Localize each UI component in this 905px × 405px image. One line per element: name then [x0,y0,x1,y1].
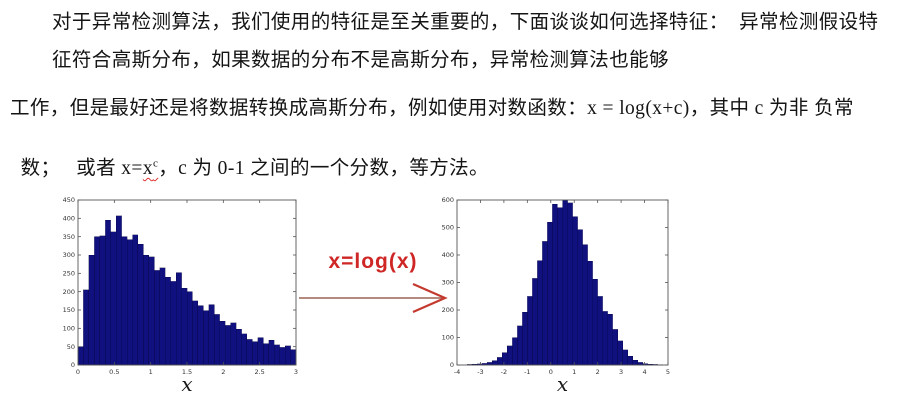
gaussian-histogram-figure: -4 -3 -2 -1 0 1 2 3 4 5 0 100 200 300 400 500 600 x [436,188,706,395]
svg-text:1.5: 1.5 [182,368,192,376]
svg-text:250: 250 [63,270,75,278]
svg-text:150: 150 [63,306,75,314]
paragraph-line-1: 对于异常检测算法，我们使用的特征是至关重要的，下面谈谈如何选择特征： 异常检测假… [52,12,879,33]
arrow-graphic [299,282,448,314]
line4-superscript: c [152,157,159,170]
misspelled-formula: xc [143,158,158,179]
svg-text:300: 300 [63,251,75,259]
svg-text:400: 400 [442,251,454,259]
svg-text:x: x [181,372,192,395]
svg-text:-3: -3 [477,368,483,376]
svg-text:-2: -2 [501,368,507,376]
svg-text:0: 0 [76,368,80,376]
svg-text:3: 3 [619,368,623,376]
line4-prefix: 数； 或者 x= [20,158,143,179]
svg-text:350: 350 [63,233,75,241]
svg-text:-4: -4 [454,368,460,376]
skewed-histogram-figure: 0 0.5 1 1.5 2 2.5 3 0 50 100 150 200 250 300 350 400 450… [60,190,300,395]
svg-text:1: 1 [149,368,153,376]
svg-text:0: 0 [549,368,553,376]
svg-text:100: 100 [442,334,454,342]
transform-arrow-label: x=log(x) [328,250,418,273]
paragraph-line-3: 工作，但是最好还是将数据转换成高斯分布，例如使用对数函数：x = log(x+c… [10,98,854,119]
svg-text:400: 400 [63,215,75,223]
svg-text:450: 450 [63,196,75,204]
svg-text:300: 300 [442,279,454,287]
svg-text:100: 100 [63,325,75,333]
svg-text:x: x [557,372,568,395]
transform-arrow: x=log(x) [297,250,449,314]
svg-text:2.5: 2.5 [254,368,264,376]
svg-text:1: 1 [572,368,576,376]
svg-text:200: 200 [442,306,454,314]
svg-text:0: 0 [71,361,75,369]
svg-text:4: 4 [642,368,646,376]
paragraph-line-4: 数； 或者 x=xc，c 为 0-1 之间的一个分数，等方法。 [10,129,489,180]
line4-base: x [142,158,153,179]
svg-text:3: 3 [294,368,298,376]
svg-text:200: 200 [63,288,75,296]
svg-text:0: 0 [450,361,454,369]
svg-text:2: 2 [221,368,225,376]
svg-text:2: 2 [596,368,600,376]
svg-text:5: 5 [666,368,670,376]
line4-suffix: ，c 为 0-1 之间的一个分数，等方法。 [158,158,489,179]
svg-text:0.5: 0.5 [109,368,119,376]
svg-text:-1: -1 [524,368,530,376]
svg-text:500: 500 [442,224,454,232]
svg-text:600: 600 [442,196,454,204]
svg-text:50: 50 [67,343,75,351]
paragraph-line-2: 征符合高斯分布，如果数据的分布不是高斯分布，异常检测算法也能够 [52,50,669,71]
